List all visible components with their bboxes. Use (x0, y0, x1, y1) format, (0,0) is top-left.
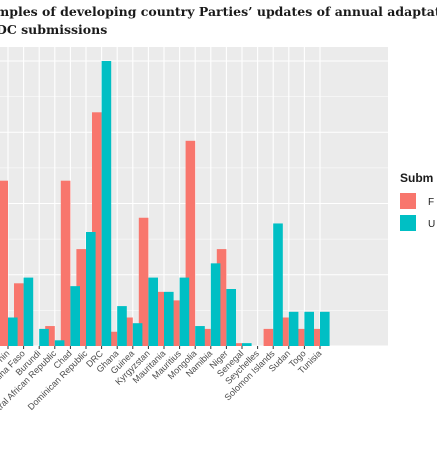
bar-guinea-series-1 (123, 317, 133, 346)
bar-sudan-series-1 (279, 317, 289, 346)
bar-namibia-series-2 (210, 263, 221, 346)
bar-mauritania-series-1 (154, 291, 164, 346)
bar-central-african-republic-series-1 (45, 326, 55, 346)
bar-senegal-series-2 (242, 343, 252, 346)
bar-burkina-faso-series-1 (14, 283, 24, 346)
bar-mongolia-series-2 (195, 326, 205, 346)
bar-mauritius-series-1 (170, 300, 180, 346)
bar-solomon-islands-series-2 (273, 223, 283, 346)
bar-benin-series-1 (0, 180, 9, 346)
legend-title: Subm (400, 171, 433, 185)
bar-solomon-islands-series-1 (263, 328, 274, 346)
bar-niger-series-2 (226, 289, 236, 346)
legend-key-series-1 (400, 193, 416, 209)
bar-dominican-republic-series-2 (86, 232, 96, 346)
bar-togo-series-2 (304, 311, 314, 346)
bar-mongolia-series-1 (185, 140, 196, 346)
bar-ghana-series-2 (117, 306, 127, 346)
bar-central-african-republic-series-2 (54, 340, 65, 346)
figure-title-line-2: DC submissions (0, 22, 108, 37)
bar-tunisia-series-2 (320, 311, 330, 346)
bar-mauritius-series-2 (179, 277, 190, 346)
bar-togo-series-1 (294, 328, 305, 346)
bars (0, 61, 330, 346)
bar-kyrgyzstan-series-2 (148, 277, 158, 346)
legend-key-series-2 (400, 215, 416, 231)
bar-sudan-series-2 (288, 311, 299, 346)
x-tick-label: nin (0, 348, 11, 364)
bar-chad-series-2 (70, 286, 80, 346)
x-axis-ticks (7, 346, 321, 349)
legend-label-series-1: F (428, 197, 434, 208)
bar-senegal-series-1 (232, 343, 242, 346)
bar-benin-series-2 (8, 317, 18, 346)
bar-ghana-series-1 (107, 331, 118, 346)
legend-label-series-2: U (428, 219, 435, 230)
bar-drc-series-1 (92, 112, 102, 346)
bar-mauritania-series-2 (164, 291, 174, 346)
bar-burkina-faso-series-2 (23, 277, 34, 346)
bar-niger-series-1 (216, 249, 227, 346)
bar-dominican-republic-series-1 (76, 249, 86, 346)
bar-kyrgyzstan-series-1 (138, 217, 149, 346)
bar-tunisia-series-1 (310, 328, 320, 346)
legend: Subm F U (400, 171, 435, 231)
bar-guinea-series-2 (132, 323, 143, 346)
bar-namibia-series-1 (201, 328, 211, 346)
bar-chad-series-1 (60, 180, 71, 346)
figure-title-line-1: mples of developing country Parties’ upd… (0, 4, 437, 19)
bar-drc-series-2 (101, 61, 112, 346)
bar-burundi-series-2 (39, 328, 49, 346)
